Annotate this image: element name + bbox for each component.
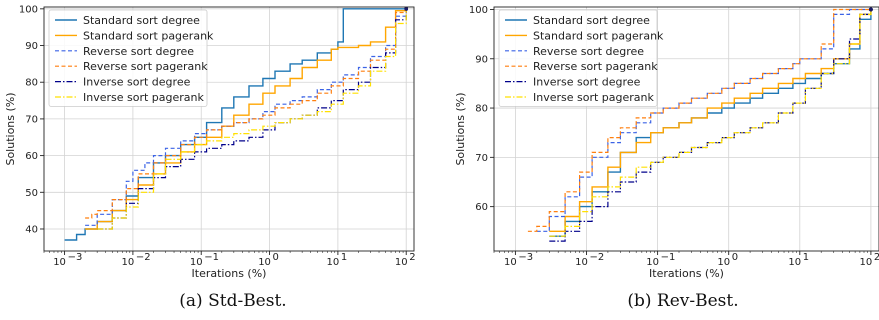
x-axis-label: Iterations (%)	[192, 267, 267, 280]
y-axis-label: Solutions (%)	[454, 92, 467, 165]
series-line-inverse-sort-pagerank	[549, 9, 872, 237]
y-tick-label: 100	[19, 4, 38, 15]
x-tick-label-exponent: −2	[136, 252, 151, 263]
legend-label: Inverse sort degree	[533, 76, 641, 89]
gridlines	[494, 7, 879, 251]
y-axis-label: Solutions (%)	[4, 92, 17, 165]
x-tick-label: 10	[122, 257, 135, 268]
chart-panel-rev-best: 10 −3 10 −2 10 −1 10 0 10 1 10 260708090100Iteratio…	[454, 5, 879, 280]
x-tick-label: 10	[646, 257, 659, 268]
x-tick-label: 10	[575, 257, 588, 268]
x-tick-label: 10	[327, 257, 340, 268]
x-tick-label: 10	[860, 257, 873, 268]
legend-label: Reverse sort pagerank	[533, 60, 658, 73]
legend-label: Standard sort pagerank	[533, 29, 664, 42]
y-tick-label: 90	[25, 41, 38, 52]
x-tick-label-exponent: 1	[341, 252, 347, 263]
legend-label: Inverse sort pagerank	[83, 91, 205, 104]
x-tick-label-exponent: −1	[661, 252, 676, 263]
y-tick-label: 70	[475, 153, 488, 164]
legend-label: Standard sort degree	[533, 14, 650, 27]
legend-label: Inverse sort degree	[83, 76, 191, 89]
y-tick-label: 90	[475, 54, 488, 65]
x-tick-label-exponent: 2	[409, 252, 415, 263]
x-tick-label: 10	[258, 257, 271, 268]
series-line-inverse-sort-pagerank	[97, 8, 407, 230]
legend-label: Inverse sort pagerank	[533, 91, 655, 104]
series-line-standard-sort-pagerank	[549, 9, 872, 232]
x-tick-label-exponent: 1	[803, 252, 809, 263]
legend-label: Reverse sort degree	[533, 45, 644, 58]
y-tick-label: 70	[25, 114, 38, 125]
x-tick-label-exponent: −3	[518, 252, 533, 263]
x-tick-label-exponent: 0	[732, 252, 738, 263]
x-tick-label: 10	[788, 257, 801, 268]
legend-label: Reverse sort pagerank	[83, 60, 208, 73]
series-end-point	[869, 7, 873, 12]
chart-panel-std-best: 10 −3 10 −2 10 −1 10 0 10 1 10 2405060708090100Iter…	[4, 4, 416, 280]
legend-label: Standard sort pagerank	[83, 29, 214, 42]
legend: Standard sort degree Standard sort pagera…	[48, 9, 214, 107]
x-tick-label-exponent: 0	[273, 252, 279, 263]
y-tick-label: 50	[25, 188, 38, 199]
y-tick-label: 80	[475, 104, 488, 115]
x-tick-label: 10	[395, 257, 408, 268]
x-tick-label: 10	[504, 257, 517, 268]
x-axis-label: Iterations (%)	[649, 267, 724, 280]
x-tick-label: 10	[190, 257, 203, 268]
legend-label: Standard sort degree	[83, 14, 200, 27]
series-line-reverse-sort-pagerank	[527, 8, 871, 232]
series-line-reverse-sort-degree	[85, 8, 407, 226]
legend-box	[498, 9, 658, 107]
legend-box	[48, 9, 208, 107]
y-tick-label: 100	[469, 5, 488, 16]
x-tick-label: 10	[717, 257, 730, 268]
legend-label: Reverse sort degree	[83, 45, 194, 58]
plot-frame	[43, 6, 415, 252]
x-tick-label-exponent: −1	[204, 252, 219, 263]
y-tick-label: 60	[25, 151, 38, 162]
y-tick-label: 60	[475, 202, 488, 213]
series-end-point	[404, 7, 409, 11]
x-tick-label: 10	[53, 257, 66, 268]
x-tick-label-exponent: −2	[590, 252, 605, 263]
series-line-reverse-sort-degree	[536, 8, 871, 232]
y-tick-label: 40	[25, 224, 38, 235]
x-tick-label-exponent: −3	[68, 252, 83, 263]
y-tick-label: 80	[25, 78, 38, 89]
legend: Standard sort degree Standard sort pagera…	[498, 9, 664, 107]
x-minor-ticks	[43, 251, 404, 253]
plot-frame	[493, 6, 879, 252]
x-tick-label-exponent: 2	[874, 252, 879, 263]
caption-std-best: (a) Std-Best.	[179, 291, 286, 311]
caption-rev-best: (b) Rev-Best.	[627, 291, 738, 311]
series-line-reverse-sort-pagerank	[85, 8, 407, 219]
